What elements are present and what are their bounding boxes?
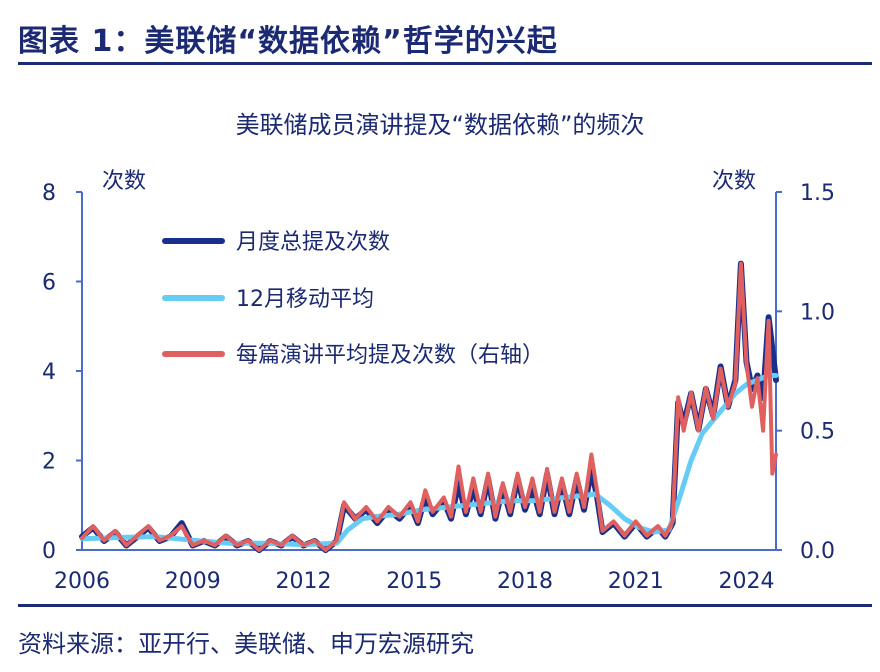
- x-tick-label: 2024: [718, 569, 774, 594]
- figure-title: 图表 1：美联储“数据依赖”哲学的兴起: [18, 24, 558, 59]
- left-tick-label: 8: [42, 181, 56, 206]
- source-rule: [18, 604, 872, 607]
- right-tick-labels: 0.0 0.5 1.0 1.5: [776, 181, 835, 564]
- left-tick-label: 4: [42, 360, 56, 385]
- x-tick-label: 2006: [54, 569, 110, 594]
- legend-label-per-speech: 每篇演讲平均提及次数（右轴）: [236, 343, 544, 368]
- series-line-per-speech: [80, 261, 778, 552]
- chart-title: 美联储成员演讲提及“数据依赖”的频次: [236, 111, 645, 139]
- x-tick-label: 2018: [497, 569, 553, 594]
- legend: 月度总提及次数 12月移动平均 每篇演讲平均提及次数（右轴）: [162, 230, 544, 368]
- right-tick-label: 0.5: [800, 420, 835, 445]
- right-tick-label: 1.5: [800, 181, 835, 206]
- right-axis-unit: 次数: [712, 169, 756, 194]
- x-tick-label: 2012: [275, 569, 331, 594]
- left-tick-labels: 0 2 4 6 8: [42, 181, 82, 564]
- x-tick-label: 2015: [386, 569, 442, 594]
- legend-label-monthly: 月度总提及次数: [236, 230, 390, 255]
- left-tick-label: 6: [42, 271, 56, 296]
- left-tick-label: 0: [42, 539, 56, 564]
- x-tick-labels: 2006 2009 2012 2015 2018 2021 2024: [54, 569, 774, 594]
- x-tick-label: 2009: [165, 569, 221, 594]
- x-tick-label: 2021: [608, 569, 664, 594]
- right-tick-label: 0.0: [800, 539, 835, 564]
- legend-label-ma12: 12月移动平均: [236, 287, 374, 312]
- source-note: 资料来源：亚开行、美联储、申万宏源研究: [18, 630, 474, 658]
- left-tick-label: 2: [42, 450, 56, 475]
- title-rule: [18, 62, 872, 65]
- right-tick-label: 1.0: [800, 300, 835, 325]
- series-layer: [79, 260, 779, 553]
- chart: 美联储成员演讲提及“数据依赖”的频次 次数 次数 0 2 4 6 8 0.0 0.5 1.0…: [42, 111, 835, 594]
- left-axis-unit: 次数: [102, 169, 146, 194]
